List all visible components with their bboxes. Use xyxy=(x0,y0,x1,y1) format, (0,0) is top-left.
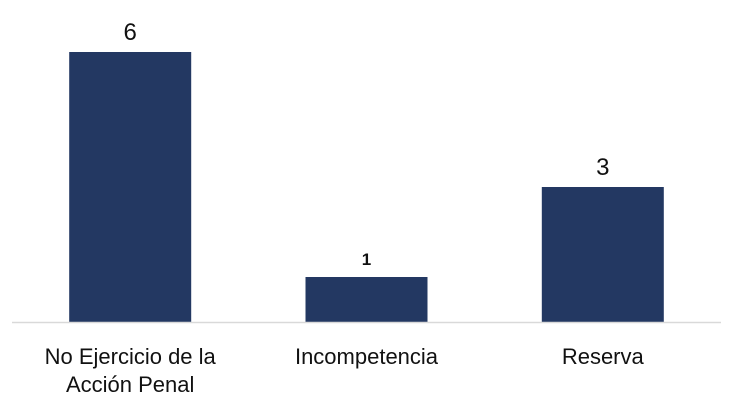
x-tick-labels: No Ejercicio de la Acción Penal Incompeten… xyxy=(45,344,645,397)
x-tick-label-3: Reserva xyxy=(562,344,645,369)
data-label-1: 6 xyxy=(124,19,137,46)
data-label-3: 3 xyxy=(596,154,609,181)
bars-layer xyxy=(69,52,664,322)
x-tick-label-1: No Ejercicio de la Acción Penal xyxy=(45,344,217,397)
bar-1 xyxy=(69,52,192,322)
data-label-2: 1 xyxy=(362,250,371,269)
bar-2 xyxy=(305,277,428,322)
bar-3 xyxy=(541,187,664,322)
x-tick-label-2: Incompetencia xyxy=(295,344,439,369)
data-labels-layer: 6 1 3 xyxy=(124,19,610,269)
